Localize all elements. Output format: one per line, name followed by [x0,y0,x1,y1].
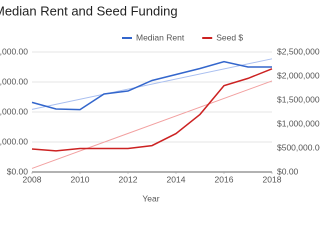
y2-tick-label: $1,500,000.00 [277,94,320,104]
series-line [31,60,272,111]
y-tick-label: $2,000.00 [0,106,28,116]
y-tick-label: $0.00 [7,166,29,176]
trendline [31,58,273,110]
page: Median Rent and Seed Funding Year $0.00 $… [0,3,320,204]
y-tick-label: $4,000.00 [0,46,28,56]
y2-tick-label: $2,500,000.00 [277,46,320,56]
chart: Median Rent and Seed Funding Year $0.00 $… [0,3,320,203]
legend-label: Seed $ [216,32,243,42]
y2-tick-label: $2,000,000.00 [277,70,320,80]
y-tick-label: $3,000.00 [0,76,28,86]
x-tick-label: 2008 [23,174,42,184]
x-tick-label: 2012 [119,174,138,184]
x-tick-label: 2016 [215,174,234,184]
y2-tick-label: $0.00 [277,166,299,176]
y2-tick-label: $1,000,000.00 [277,118,320,128]
x-axis-label: Year [142,193,159,203]
y-tick-label: $1,000.00 [0,136,28,146]
trendline [31,80,273,169]
chart-title: Median Rent and Seed Funding [0,3,178,18]
x-tick-label: 2014 [167,174,186,184]
y2-tick-label: $500,000.00 [277,142,320,152]
series-line [31,68,273,152]
x-tick-label: 2010 [71,174,90,184]
x-tick-label: 2018 [263,174,282,184]
legend-label: Median Rent [136,32,185,42]
